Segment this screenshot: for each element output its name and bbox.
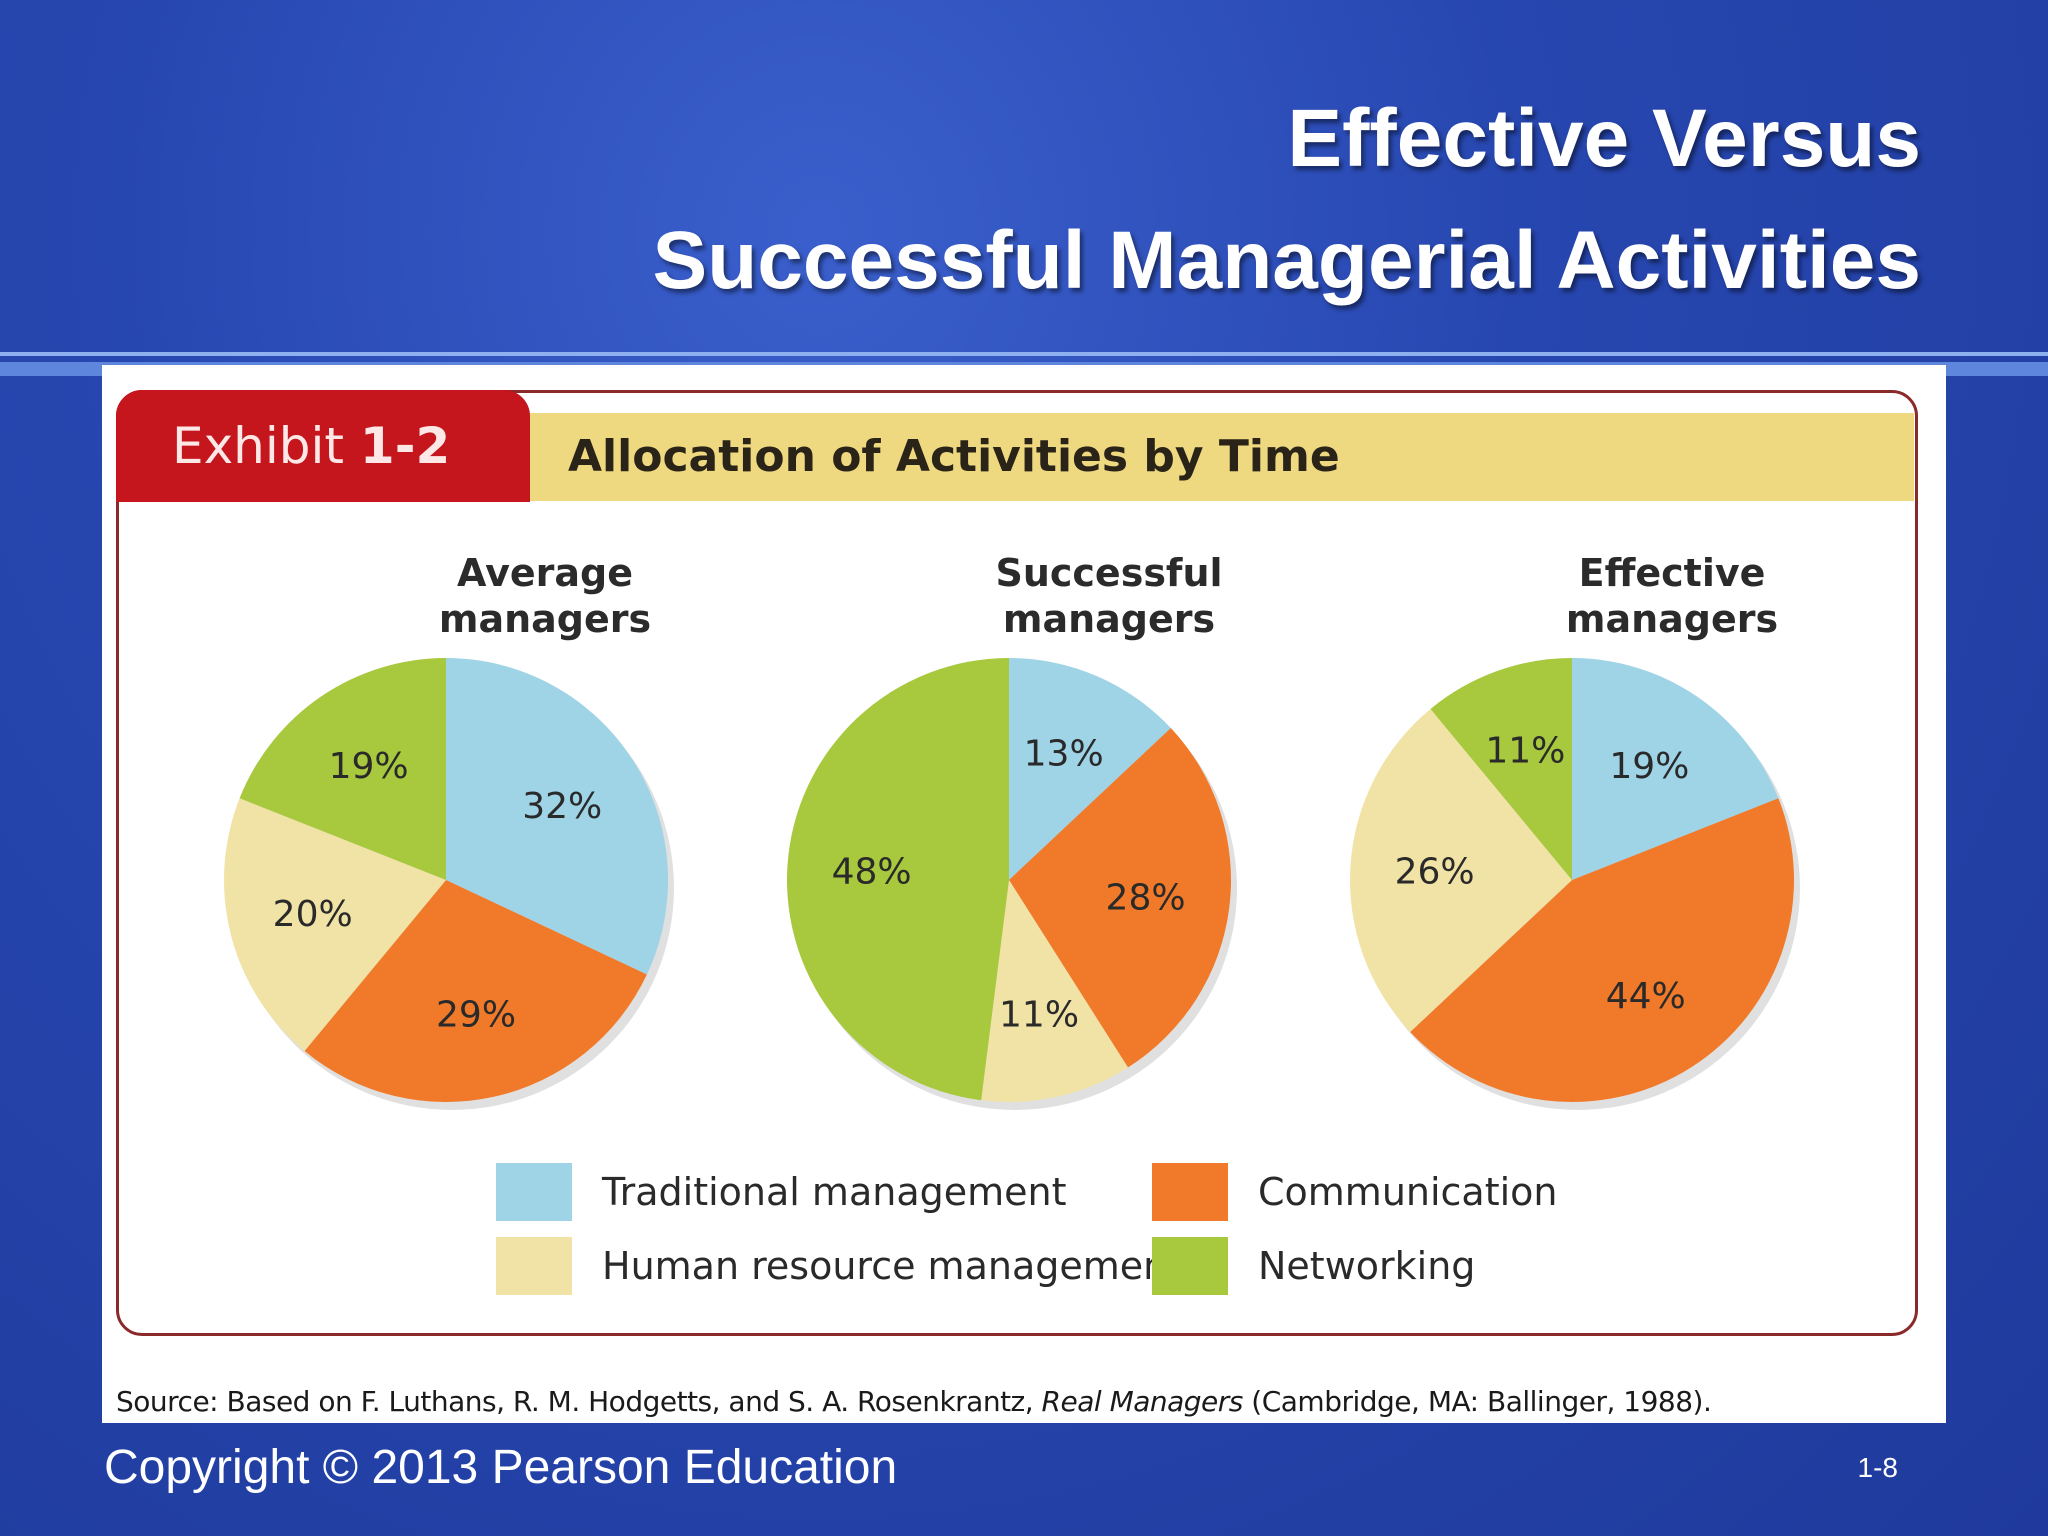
source-citation-title: Real Managers (1041, 1385, 1244, 1418)
legend-swatch-communication (1152, 1163, 1228, 1221)
pie-slice-successful-traditional (1009, 658, 1171, 880)
pie-title-effective-line-1: Effective (1578, 551, 1766, 595)
slide-title: Effective Versus Successful Managerial A… (421, 78, 1921, 322)
legend-item-traditional: Traditional management (496, 1163, 1066, 1221)
slide-title-line-2: Successful Managerial Activities (652, 215, 1921, 306)
pie-slice-effective-human-resource (1349, 708, 1572, 1032)
source-citation-suffix: (Cambridge, MA: Ballinger, 1988). (1242, 1385, 1712, 1418)
legend-label-communication: Communication (1258, 1170, 1558, 1214)
pie-slice-effective-traditional (1572, 658, 1779, 880)
legend-swatch-networking (1152, 1237, 1228, 1295)
pie-slice-average-human-resource (223, 798, 446, 1052)
pie-label-average-networking: 19% (329, 746, 409, 787)
pie-label-successful-human-resource: 11% (999, 994, 1079, 1035)
exhibit-heading: Allocation of Activities by Time (530, 413, 1914, 501)
pie-label-effective-communication: 44% (1606, 976, 1686, 1017)
pie-title-successful: Successful managers (929, 550, 1289, 642)
pie-title-average-line-2: managers (438, 597, 652, 641)
pie-title-average-line-1: Average (457, 551, 633, 595)
exhibit-number: 1-2 (359, 417, 451, 475)
legend-label-human-resource: Human resource management (602, 1244, 1183, 1288)
legend-swatch-human-resource (496, 1237, 572, 1295)
legend-label-networking: Networking (1258, 1244, 1476, 1288)
pie-slice-average-traditional (446, 658, 668, 975)
pie-title-average: Average managers (365, 550, 725, 642)
pie-label-effective-traditional: 19% (1609, 746, 1689, 787)
exhibit-frame (116, 390, 1918, 1336)
pie-title-effective: Effective managers (1492, 550, 1852, 642)
legend-item-networking: Networking (1152, 1237, 1475, 1295)
pie-label-successful-communication: 28% (1106, 877, 1186, 918)
pie-slice-successful-networking (787, 658, 1009, 1101)
header-divider (0, 352, 2048, 356)
page-number: 1-8 (1857, 1452, 1898, 1483)
legend-item-communication: Communication (1152, 1163, 1558, 1221)
exhibit-label: Exhibit (172, 417, 344, 475)
legend-swatch-traditional (496, 1163, 572, 1221)
pie-slice-average-networking (239, 658, 446, 880)
pie-slice-effective-networking (1430, 658, 1572, 880)
pie-label-successful-traditional: 13% (1024, 734, 1104, 775)
pie-title-successful-line-2: managers (1002, 597, 1216, 641)
slide-title-line-1: Effective Versus (1287, 93, 1921, 184)
pie-label-effective-networking: 11% (1485, 730, 1565, 771)
source-citation-prefix: Source: Based on F. Luthans, R. M. Hodge… (116, 1385, 1042, 1418)
pie-title-successful-line-1: Successful (995, 551, 1223, 595)
exhibit-panel: Exhibit 1-2 Allocation of Activities by … (102, 365, 1946, 1423)
pie-label-effective-human-resource: 26% (1395, 851, 1475, 892)
pie-label-average-human-resource: 20% (273, 894, 353, 935)
pie-label-successful-networking: 48% (832, 851, 912, 892)
pie-slice-effective-communication (1410, 798, 1795, 1103)
exhibit-tab: Exhibit 1-2 (116, 390, 530, 502)
pie-title-effective-line-2: managers (1565, 597, 1779, 641)
source-citation: Source: Based on F. Luthans, R. M. Hodge… (116, 1385, 1712, 1418)
copyright: Copyright © 2013 Pearson Education (104, 1441, 898, 1494)
legend-item-human-resource: Human resource management (496, 1237, 1182, 1295)
pie-slice-average-communication (304, 880, 647, 1102)
pie-label-average-communication: 29% (436, 994, 516, 1035)
pie-label-average-traditional: 32% (522, 786, 602, 827)
pie-slice-successful-communication (1009, 728, 1231, 1068)
pie-charts: 32% 29% 20% 19% 13% 28% 11% 48% 19% 44% 26% 11% (223, 658, 1800, 1110)
pie-slice-successful-human-resource (981, 880, 1128, 1102)
legend-label-traditional: Traditional management (602, 1170, 1067, 1214)
